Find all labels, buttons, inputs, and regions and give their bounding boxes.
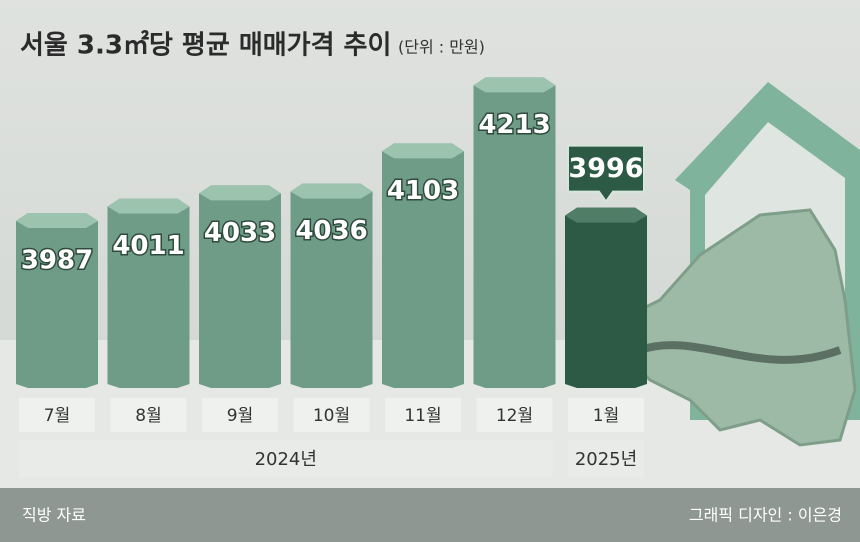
footer xyxy=(0,488,860,542)
month-box xyxy=(476,398,553,432)
x-tick-label: 9월 xyxy=(227,406,253,426)
x-tick-label: 12월 xyxy=(496,406,533,426)
month-box xyxy=(202,398,278,432)
year-label: 2025년 xyxy=(575,449,637,470)
value-label: 4213 xyxy=(478,110,550,140)
unit: (단위 : 만원) xyxy=(398,38,485,57)
x-tick-label: 11월 xyxy=(404,406,441,426)
credit: 그래픽 디자인 : 이은경 xyxy=(689,506,842,525)
year-box xyxy=(19,440,553,478)
bar-top xyxy=(290,183,373,199)
bar-top xyxy=(382,143,464,159)
x-tick-label: 8월 xyxy=(135,406,161,426)
x-tick-label: 1월 xyxy=(593,406,619,426)
x-tick-label: 7월 xyxy=(44,406,70,426)
value-label: 3996 xyxy=(568,153,643,184)
x-tick-label: 10월 xyxy=(313,406,350,426)
bar xyxy=(473,77,556,389)
value-label: 3987 xyxy=(21,246,93,276)
value-label: 4103 xyxy=(387,176,459,206)
seoul-map xyxy=(618,208,857,447)
callout xyxy=(567,144,645,204)
bar xyxy=(107,198,190,388)
bar-top xyxy=(16,213,98,228)
month-box xyxy=(110,398,187,432)
bar-top xyxy=(565,207,647,223)
value-label: 4011 xyxy=(112,231,184,261)
bar xyxy=(16,213,98,388)
month-box xyxy=(568,398,644,432)
bar-top xyxy=(473,77,556,93)
bar xyxy=(382,143,464,388)
bar xyxy=(199,185,281,388)
bar xyxy=(290,183,373,388)
bar-top xyxy=(107,198,190,214)
value-label: 4033 xyxy=(204,218,276,248)
source: 직방 자료 xyxy=(22,506,86,525)
month-box xyxy=(293,398,370,432)
value-label: 4036 xyxy=(295,216,367,246)
bar-top xyxy=(199,185,281,201)
year-box xyxy=(568,440,644,478)
month-box xyxy=(385,398,461,432)
bar xyxy=(565,207,647,388)
year-label: 2024년 xyxy=(255,449,317,470)
month-box xyxy=(19,398,95,432)
river xyxy=(638,341,842,364)
chart-title: 서울 3.3㎡당 평균 매매가격 추이 xyxy=(20,30,391,61)
